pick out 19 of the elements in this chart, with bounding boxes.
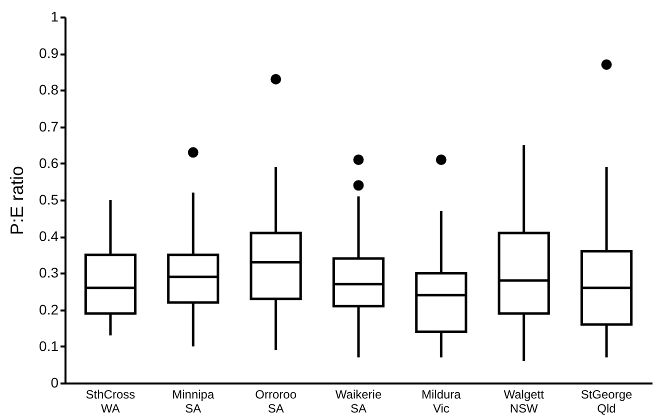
y-tick-label: 0 xyxy=(50,374,59,390)
x-tick-label: StGeorge Qld xyxy=(580,388,633,416)
y-axis-title: P:E ratio xyxy=(7,166,28,236)
y-tick-label: 0.3 xyxy=(39,264,59,281)
x-tick-label: Minnipa SA xyxy=(172,388,214,416)
x-tick-label: SthCross WA xyxy=(86,388,136,416)
y-tick-label: 0.2 xyxy=(39,301,59,318)
y-tick-label: 0.9 xyxy=(39,45,59,62)
x-tick-label: Waikerie SA xyxy=(335,388,382,416)
x-tick-label: Walgett NSW xyxy=(504,388,545,416)
y-tick-label: 0.4 xyxy=(39,228,59,244)
y-tick-label: 0.5 xyxy=(39,192,59,208)
y-tick-label: 0.8 xyxy=(39,82,59,98)
y-tick-label: 0.6 xyxy=(39,154,59,171)
y-tick-label: 0.1 xyxy=(39,338,59,354)
x-tick-label: Mildura Vic xyxy=(421,388,462,416)
x-tick-label: Orroroo SA xyxy=(255,388,297,416)
y-tick-label: 0.7 xyxy=(39,118,59,134)
y-tick-label: 1 xyxy=(50,8,59,24)
